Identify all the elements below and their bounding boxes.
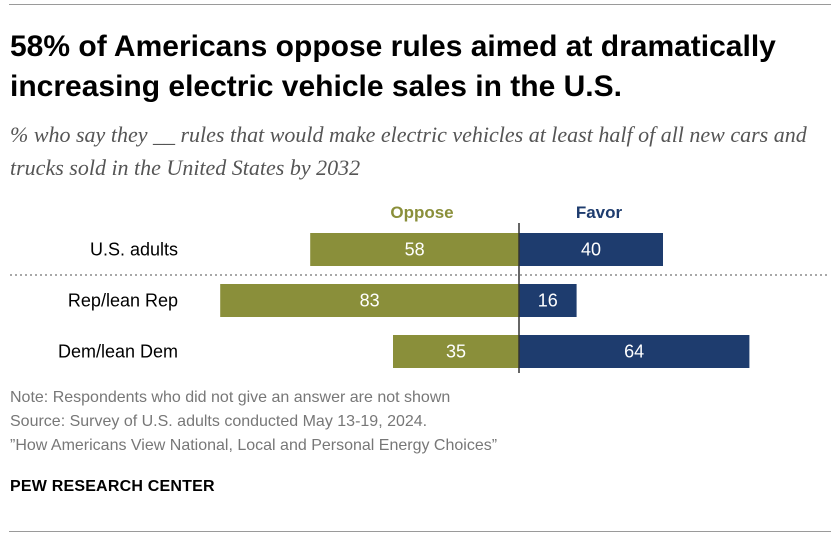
value-label-oppose: 83 <box>360 291 380 311</box>
chart-subtitle: % who say they __ rules that would make … <box>10 122 807 180</box>
category-label: U.S. adults <box>90 240 178 260</box>
top-rule <box>9 4 831 5</box>
bar-favor <box>519 335 750 368</box>
value-label-oppose: 58 <box>405 240 425 260</box>
bar-oppose <box>310 233 519 266</box>
category-label: Rep/lean Rep <box>68 291 178 311</box>
bar-oppose <box>220 284 519 317</box>
report-title: ”How Americans View National, Local and … <box>10 437 498 454</box>
value-label-oppose: 35 <box>446 342 466 362</box>
legend-oppose: Oppose <box>390 203 453 222</box>
diverging-bar-chart: Oppose Favor U.S. adults 58 40 Rep/lean Rep 83… <box>10 203 830 373</box>
bar-favor <box>519 233 663 266</box>
note-text: Note: Respondents who did not give an an… <box>10 389 451 406</box>
value-label-favor: 16 <box>538 291 558 311</box>
legend-favor: Favor <box>576 203 623 222</box>
value-label-favor: 64 <box>624 342 644 362</box>
value-label-favor: 40 <box>581 240 601 260</box>
chart-notes: Note: Respondents who did not give an an… <box>10 386 830 458</box>
chart-title: 58% of Americans oppose rules aimed at d… <box>10 30 776 103</box>
source-text: Source: Survey of U.S. adults conducted … <box>10 413 428 430</box>
bar-favor <box>519 284 577 317</box>
category-label: Dem/lean Dem <box>58 342 178 362</box>
bottom-rule <box>9 531 831 532</box>
bar-oppose <box>393 335 519 368</box>
pew-logo-text: PEW RESEARCH CENTER <box>10 478 215 495</box>
